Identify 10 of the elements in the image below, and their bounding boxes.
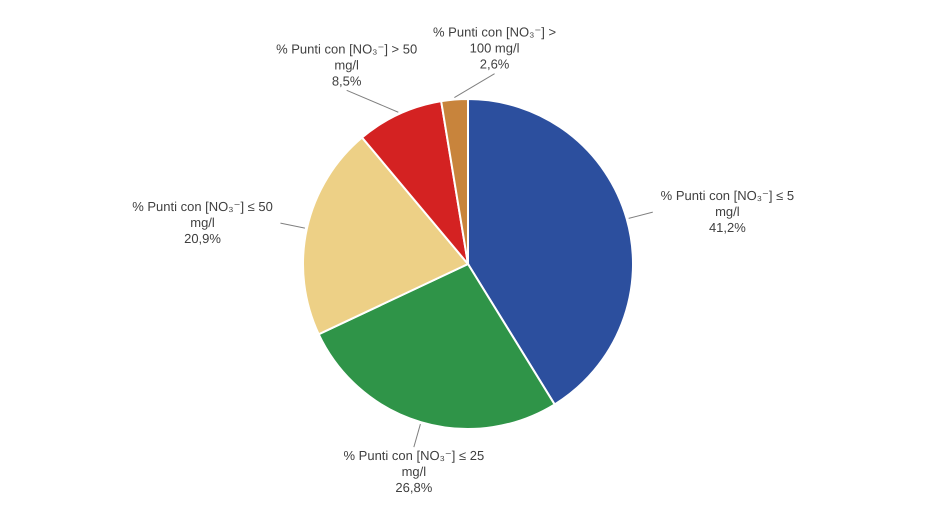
data-label: 2,6%: [480, 56, 510, 72]
data-label: 41,2%: [708, 220, 746, 236]
slice-label: % Punti con [NO₃⁻] > 50 mg/l: [276, 41, 418, 72]
data-label: 26,8%: [395, 480, 433, 496]
data-label: 8,5%: [332, 73, 362, 88]
data-label: 20,9%: [184, 231, 222, 246]
slice-label: % Punti con [NO₃⁻] > 100 mg/l: [433, 24, 556, 56]
slice-label: % Punti con [NO₃⁻] ≤ 25 mg/l: [344, 448, 484, 480]
slice-label: % Punti con [NO₃⁻] ≤ 50 mg/l: [132, 199, 273, 230]
slice-label: % Punti con [NO₃⁻] ≤ 5 mg/l: [660, 188, 794, 220]
